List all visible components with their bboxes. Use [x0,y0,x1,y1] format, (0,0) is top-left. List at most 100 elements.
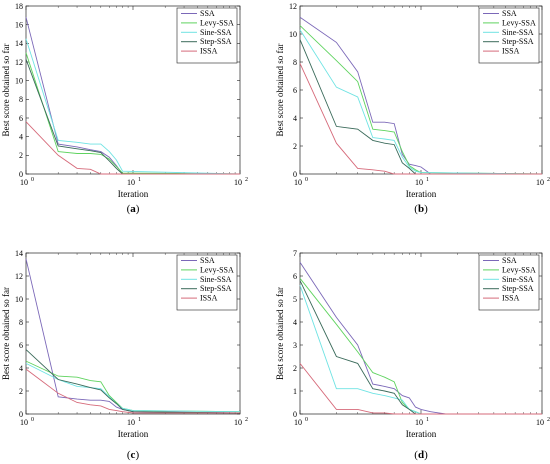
legend-entry: SSA [200,9,215,18]
y-tick-label: 0 [293,410,297,419]
series-line-sine-ssa [25,362,241,413]
x-tick-label: 10 [415,178,423,187]
x-tick-exponent: 0 [305,177,308,183]
x-tick-exponent: 2 [245,177,248,183]
x-tick-exponent: 0 [305,417,308,423]
panel-caption: (a) [127,203,140,215]
legend-entry: Sine-SSA [200,28,232,37]
series-line-step-ssa [25,59,240,175]
y-tick-label: 2 [293,364,297,373]
panel-caption: (d) [414,449,428,461]
y-tick-label: 6 [19,114,23,123]
x-tick-label: 10 [234,418,242,427]
x-tick-exponent: 1 [426,417,429,423]
legend-entry: SSA [502,256,517,265]
legend-box [176,7,238,64]
y-axis-label: Best score obtained so far [1,287,11,380]
y-tick-label: 16 [15,20,23,29]
y-tick-label: 0 [19,410,23,419]
y-tick-label: 2 [19,387,23,396]
series-line-sine-ssa [25,38,241,175]
series-line-levy-ssa [25,360,241,413]
x-tick-exponent: 2 [547,177,550,183]
legend-box [478,254,540,311]
legend-entry: Levy-SSA [502,265,536,274]
legend-entry: ISSA [502,47,520,56]
legend-entry: ISSA [200,294,218,303]
y-tick-label: 2 [293,142,297,151]
x-axis-label: Iteration [406,189,437,199]
y-tick-label: 14 [15,39,23,48]
y-axis-label: Best score obtained so far [275,44,285,137]
series-line-levy-ssa [25,52,241,175]
legend-entry: Step-SSA [200,284,232,293]
series-line-step-ssa [25,349,241,414]
legend-entry: ISSA [502,294,520,303]
y-tick-label: 7 [293,249,297,258]
y-tick-label: 8 [19,318,23,327]
x-axis-label: Iteration [118,189,149,199]
series-line-step-ssa [299,39,542,175]
x-tick-label: 10 [20,418,28,427]
legend-box [478,7,540,64]
panel-caption: (c) [127,449,140,461]
y-tick-label: 10 [15,295,23,304]
series-line-ssa [299,261,542,415]
series-line-issa [299,63,542,175]
legend-entry: ISSA [200,47,218,56]
panel-caption: (b) [414,203,428,215]
x-tick-exponent: 0 [31,417,34,423]
legend-entry: SSA [200,256,215,265]
x-tick-label: 10 [20,178,28,187]
y-tick-label: 12 [15,58,23,67]
x-tick-exponent: 1 [138,417,141,423]
series-line-issa [25,368,240,414]
y-tick-label: 5 [293,295,297,304]
x-tick-label: 10 [415,418,423,427]
legend-entry: SSA [502,9,517,18]
series-line-sine-ssa [299,29,543,175]
x-tick-exponent: 1 [426,177,429,183]
legend-entry: Step-SSA [200,37,232,46]
legend-entry: Sine-SSA [502,28,534,37]
y-tick-label: 0 [19,170,23,179]
y-tick-label: 18 [15,2,23,11]
series-line-step-ssa [299,280,542,415]
y-tick-label: 6 [293,86,297,95]
legend-entry: Levy-SSA [200,18,234,27]
series-line-issa [299,363,542,415]
x-tick-label: 10 [234,178,242,187]
x-tick-label: 10 [294,178,302,187]
y-tick-label: 8 [19,95,23,104]
y-axis-label: Best score obtained so far [1,44,11,137]
legend-box [176,254,238,311]
legend-entry: Levy-SSA [200,265,234,274]
x-tick-label: 10 [294,418,302,427]
series-line-sine-ssa [299,285,542,415]
x-axis-label: Iteration [118,429,149,439]
legend-entry: Sine-SSA [200,275,232,284]
x-tick-exponent: 2 [245,417,248,423]
x-tick-label: 10 [127,418,135,427]
y-tick-label: 2 [19,151,23,160]
y-tick-label: 10 [15,76,23,85]
y-tick-label: 8 [293,58,297,67]
y-tick-label: 6 [293,272,297,281]
x-tick-exponent: 0 [31,177,34,183]
legend-entry: Step-SSA [502,284,534,293]
y-tick-label: 4 [293,114,297,123]
y-tick-label: 12 [289,2,297,11]
legend-entry: Sine-SSA [502,275,534,284]
legend-entry: Levy-SSA [502,18,536,27]
y-tick-label: 3 [293,341,297,350]
x-axis-label: Iteration [406,429,437,439]
y-tick-label: 6 [19,341,23,350]
y-tick-label: 4 [19,364,23,373]
